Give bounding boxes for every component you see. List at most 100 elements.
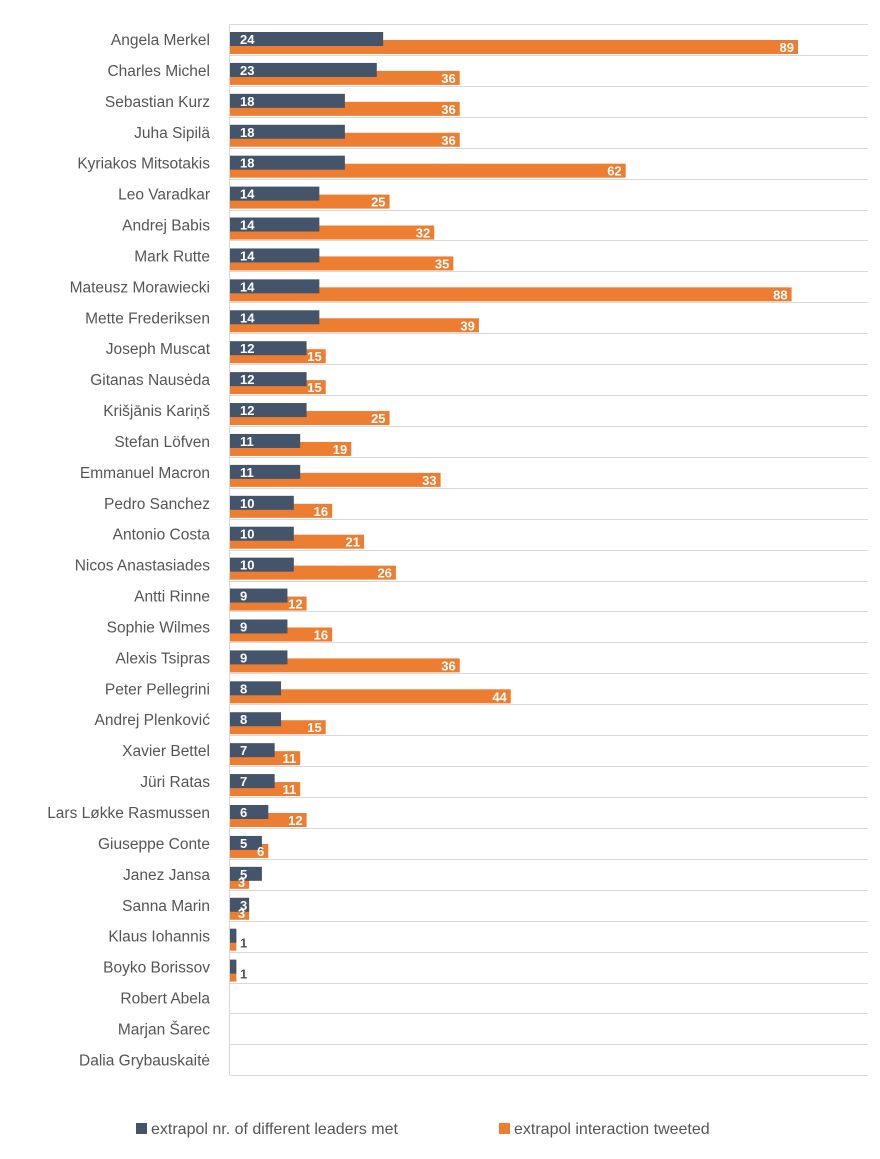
bar-leaders-met	[230, 62, 377, 77]
category-label: Kyriakos Mitsotakis	[77, 156, 210, 173]
data-label-leaders-met: 11	[240, 434, 254, 449]
category-label: Sanna Marin	[122, 898, 210, 915]
category-label: Andrej Babis	[122, 218, 210, 235]
category-label: Sebastian Kurz	[105, 94, 210, 111]
data-label-interaction-tweeted: 15	[307, 380, 321, 395]
category-label: Mateusz Morawiecki	[70, 279, 210, 296]
category-label: Xavier Bettel	[122, 743, 210, 760]
category-label: Dalia Grybauskaitė	[79, 1052, 210, 1069]
bar-interaction-tweeted	[230, 287, 792, 302]
data-label-interaction-tweeted: 33	[422, 473, 436, 488]
data-label-interaction-tweeted: 19	[333, 442, 347, 457]
data-label-leaders-met: 10	[240, 558, 254, 573]
category-label: Lars Løkke Rasmussen	[47, 805, 210, 822]
data-label-leaders-met: 8	[240, 681, 247, 696]
bar-leaders-met	[230, 403, 307, 418]
data-label: 1	[240, 936, 247, 951]
gridlines	[230, 24, 868, 1076]
category-label: Antonio Costa	[113, 527, 211, 544]
category-label: Andrej Plenković	[95, 712, 211, 729]
bar-leaders-met	[230, 774, 275, 789]
category-label: Alexis Tsipras	[116, 650, 211, 667]
category-label: Gitanas Nausėda	[90, 372, 210, 389]
data-label-leaders-met: 11	[240, 465, 254, 480]
bar-leaders-met	[230, 155, 345, 170]
bar-leaders-met	[230, 526, 294, 541]
data-label-leaders-met: 9	[240, 650, 247, 665]
bar-leaders-met	[230, 805, 269, 819]
data-label-leaders-met: 12	[240, 341, 254, 356]
bar-leaders-met	[230, 897, 250, 912]
data-label-interaction-tweeted: 26	[377, 566, 391, 581]
data-label-leaders-met: 7	[240, 774, 247, 789]
category-label: Robert Abela	[120, 991, 210, 1008]
category-label: Krišjānis Kariņš	[103, 403, 210, 420]
bars: 2489233618361836186214251432143514881439…	[230, 32, 798, 982]
data-label-leaders-met: 9	[240, 619, 247, 634]
data-label-leaders-met: 24	[240, 32, 255, 47]
category-label: Emmanuel Macron	[80, 465, 210, 482]
data-label-interaction-tweeted: 12	[288, 597, 302, 612]
data-label-interaction-tweeted: 6	[257, 844, 264, 859]
category-label: Marjan Šarec	[118, 1021, 210, 1038]
data-label-interaction-tweeted: 89	[780, 40, 794, 55]
bar-leaders-met	[230, 93, 345, 108]
data-label-interaction-tweeted: 25	[371, 195, 385, 210]
data-label-interaction-tweeted: 88	[773, 287, 787, 302]
data-label-interaction-tweeted: 39	[460, 318, 474, 333]
category-label: Peter Pellegrini	[105, 681, 210, 698]
data-label-interaction-tweeted: 36	[441, 71, 455, 86]
data-label-interaction-tweeted: 3	[238, 906, 245, 921]
category-label: Sophie Wilmes	[107, 619, 211, 636]
category-label: Jüri Ratas	[140, 774, 210, 791]
category-label: Stefan Löfven	[114, 434, 210, 451]
bar-leaders-met	[230, 495, 294, 510]
category-label: Mette Frederiksen	[85, 310, 210, 327]
legend-label-leaders-met: extrapol nr. of different leaders met	[151, 1121, 399, 1138]
bar-leaders-met	[230, 959, 237, 974]
legend-label-interaction-tweeted: extrapol interaction tweeted	[514, 1121, 710, 1138]
data-label-interaction-tweeted: 25	[371, 411, 385, 426]
data-label-leaders-met: 10	[240, 527, 254, 542]
data-label-interaction-tweeted: 36	[441, 102, 455, 117]
category-label: Joseph Muscat	[106, 341, 211, 358]
bar-leaders-met	[230, 32, 384, 46]
category-label: Janez Jansa	[123, 867, 210, 884]
legend-swatch-interaction-tweeted	[499, 1123, 510, 1134]
data-label-interaction-tweeted: 32	[416, 226, 430, 241]
category-label: Pedro Sanchez	[104, 496, 210, 513]
data-label-leaders-met: 8	[240, 712, 247, 727]
bar-interaction-tweeted	[230, 936, 237, 951]
data-label: 1	[240, 967, 247, 982]
data-label-leaders-met: 23	[240, 63, 254, 78]
category-label: Leo Varadkar	[118, 187, 210, 204]
data-label-leaders-met: 14	[240, 248, 255, 263]
bar-interaction-tweeted	[230, 967, 237, 982]
data-label-leaders-met: 7	[240, 743, 247, 758]
data-label-interaction-tweeted: 15	[307, 349, 321, 364]
data-label-leaders-met: 12	[240, 403, 254, 418]
bar-leaders-met	[230, 124, 345, 139]
bar-leaders-met	[230, 464, 301, 479]
data-label-interaction-tweeted: 62	[607, 164, 621, 179]
bar-leaders-met	[230, 928, 237, 943]
category-labels: Angela Merkel Charles Michel Sebastian Kur…	[47, 32, 211, 1069]
data-label-interaction-tweeted: 36	[441, 658, 455, 673]
bar-leaders-met	[230, 217, 320, 232]
data-label-leaders-met: 18	[240, 94, 254, 109]
bar-leaders-met	[230, 557, 294, 572]
data-label-leaders-met: 14	[240, 187, 255, 202]
data-label-leaders-met: 3	[240, 898, 247, 913]
bar-leaders-met	[230, 433, 301, 448]
category-label: Charles Michel	[107, 63, 210, 80]
data-label-interaction-tweeted: 21	[346, 535, 360, 550]
bar-leaders-met	[230, 866, 262, 881]
bar-leaders-met	[230, 341, 307, 356]
bar-leaders-met	[230, 186, 320, 201]
bar-leaders-met	[230, 279, 320, 294]
category-label: Boyko Borissov	[103, 960, 210, 977]
bar-leaders-met	[230, 372, 307, 387]
bar-leaders-met	[230, 681, 282, 696]
data-label-interaction-tweeted: 11	[282, 751, 296, 766]
legend: extrapol nr. of different leaders met ex…	[136, 1121, 710, 1138]
